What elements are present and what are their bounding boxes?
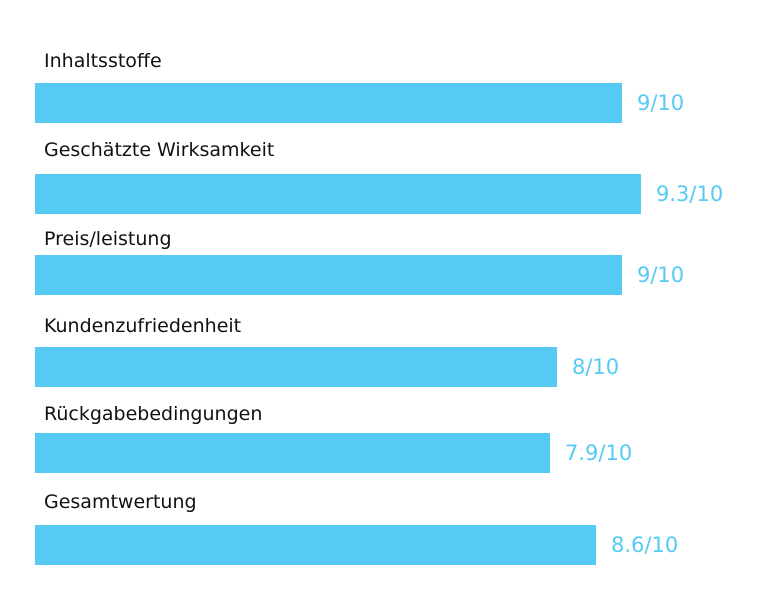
bar <box>35 347 557 387</box>
bar <box>35 174 641 214</box>
category-label: Geschätzte Wirksamkeit <box>44 139 275 161</box>
category-label: Preis/leistung <box>44 228 172 250</box>
category-label: Rückgabebedingungen <box>44 403 263 425</box>
category-label: Kundenzufriedenheit <box>44 315 242 337</box>
category-label: Inhaltsstoffe <box>44 50 162 72</box>
bar <box>35 255 622 295</box>
value-label: 9.3/10 <box>656 182 724 206</box>
value-label: 7.9/10 <box>565 441 633 465</box>
value-label: 9/10 <box>637 263 685 287</box>
bar <box>35 433 550 473</box>
category-label: Gesamtwertung <box>44 491 197 513</box>
value-label: 9/10 <box>637 91 685 115</box>
bar <box>35 83 622 123</box>
bar <box>35 525 596 565</box>
value-label: 8/10 <box>572 355 620 379</box>
value-label: 8.6/10 <box>611 533 679 557</box>
